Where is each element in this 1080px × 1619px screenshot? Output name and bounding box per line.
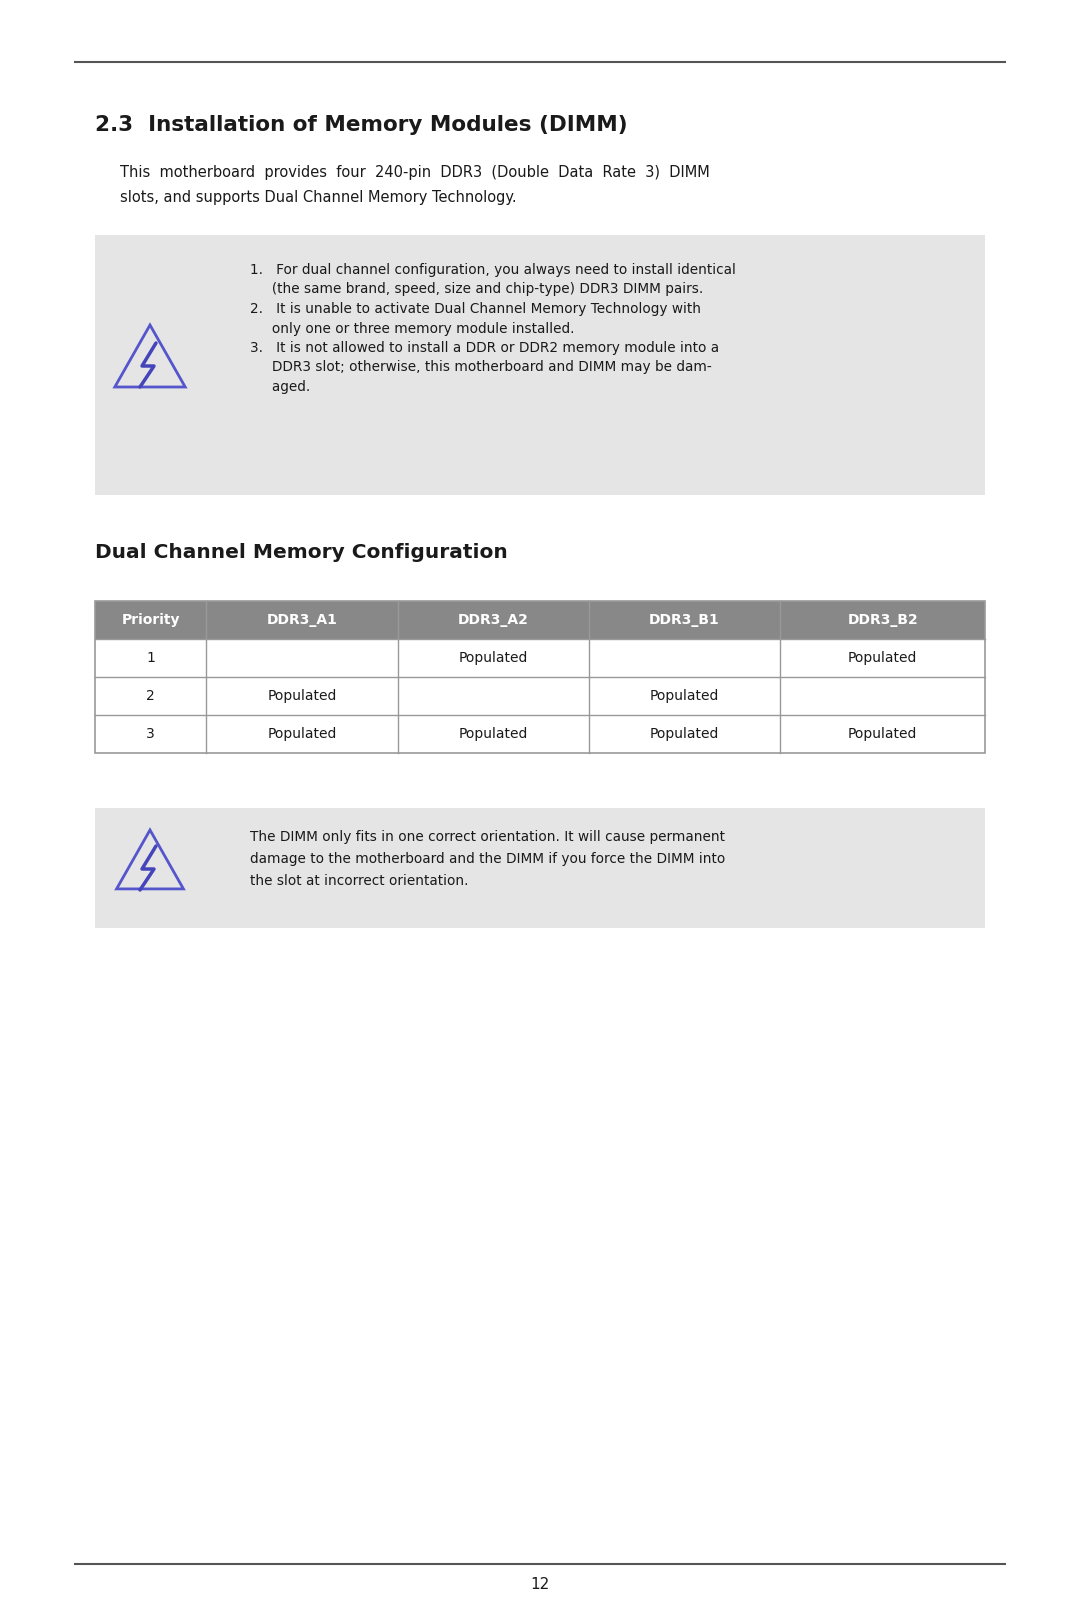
Text: Populated: Populated xyxy=(848,727,917,742)
Text: Populated: Populated xyxy=(459,727,528,742)
Text: 2: 2 xyxy=(146,690,156,703)
Text: slots, and supports Dual Channel Memory Technology.: slots, and supports Dual Channel Memory … xyxy=(120,189,516,206)
FancyBboxPatch shape xyxy=(95,235,985,495)
Text: 3: 3 xyxy=(146,727,156,742)
Text: Dual Channel Memory Configuration: Dual Channel Memory Configuration xyxy=(95,542,508,562)
Text: (the same brand, speed, size and chip-type) DDR3 DIMM pairs.: (the same brand, speed, size and chip-ty… xyxy=(249,282,703,296)
Text: DDR3_A2: DDR3_A2 xyxy=(458,614,529,627)
Text: 3.   It is not allowed to install a DDR or DDR2 memory module into a: 3. It is not allowed to install a DDR or… xyxy=(249,342,719,355)
FancyBboxPatch shape xyxy=(95,677,985,716)
Text: only one or three memory module installed.: only one or three memory module installe… xyxy=(249,322,575,335)
Text: the slot at incorrect orientation.: the slot at incorrect orientation. xyxy=(249,874,469,887)
Text: Populated: Populated xyxy=(848,651,917,665)
Text: 1: 1 xyxy=(146,651,156,665)
Text: Priority: Priority xyxy=(121,614,180,627)
Text: 2.   It is unable to activate Dual Channel Memory Technology with: 2. It is unable to activate Dual Channel… xyxy=(249,303,701,316)
Text: DDR3 slot; otherwise, this motherboard and DIMM may be dam-: DDR3 slot; otherwise, this motherboard a… xyxy=(249,361,712,374)
Text: 12: 12 xyxy=(530,1577,550,1591)
Text: Populated: Populated xyxy=(650,690,719,703)
Text: 2.3  Installation of Memory Modules (DIMM): 2.3 Installation of Memory Modules (DIMM… xyxy=(95,115,627,134)
Bar xyxy=(95,601,985,753)
FancyBboxPatch shape xyxy=(95,601,985,640)
Text: DDR3_A1: DDR3_A1 xyxy=(267,614,337,627)
Text: DDR3_B1: DDR3_B1 xyxy=(649,614,720,627)
Text: aged.: aged. xyxy=(249,380,310,393)
Text: Populated: Populated xyxy=(650,727,719,742)
Text: 1.   For dual channel configuration, you always need to install identical: 1. For dual channel configuration, you a… xyxy=(249,262,735,277)
FancyBboxPatch shape xyxy=(95,808,985,928)
FancyBboxPatch shape xyxy=(95,640,985,677)
Text: damage to the motherboard and the DIMM if you force the DIMM into: damage to the motherboard and the DIMM i… xyxy=(249,852,726,866)
Text: Populated: Populated xyxy=(267,727,337,742)
Text: Populated: Populated xyxy=(459,651,528,665)
Text: Populated: Populated xyxy=(267,690,337,703)
FancyBboxPatch shape xyxy=(95,716,985,753)
Text: This  motherboard  provides  four  240-pin  DDR3  (Double  Data  Rate  3)  DIMM: This motherboard provides four 240-pin D… xyxy=(120,165,710,180)
Text: DDR3_B2: DDR3_B2 xyxy=(848,614,918,627)
Text: The DIMM only fits in one correct orientation. It will cause permanent: The DIMM only fits in one correct orient… xyxy=(249,831,725,843)
